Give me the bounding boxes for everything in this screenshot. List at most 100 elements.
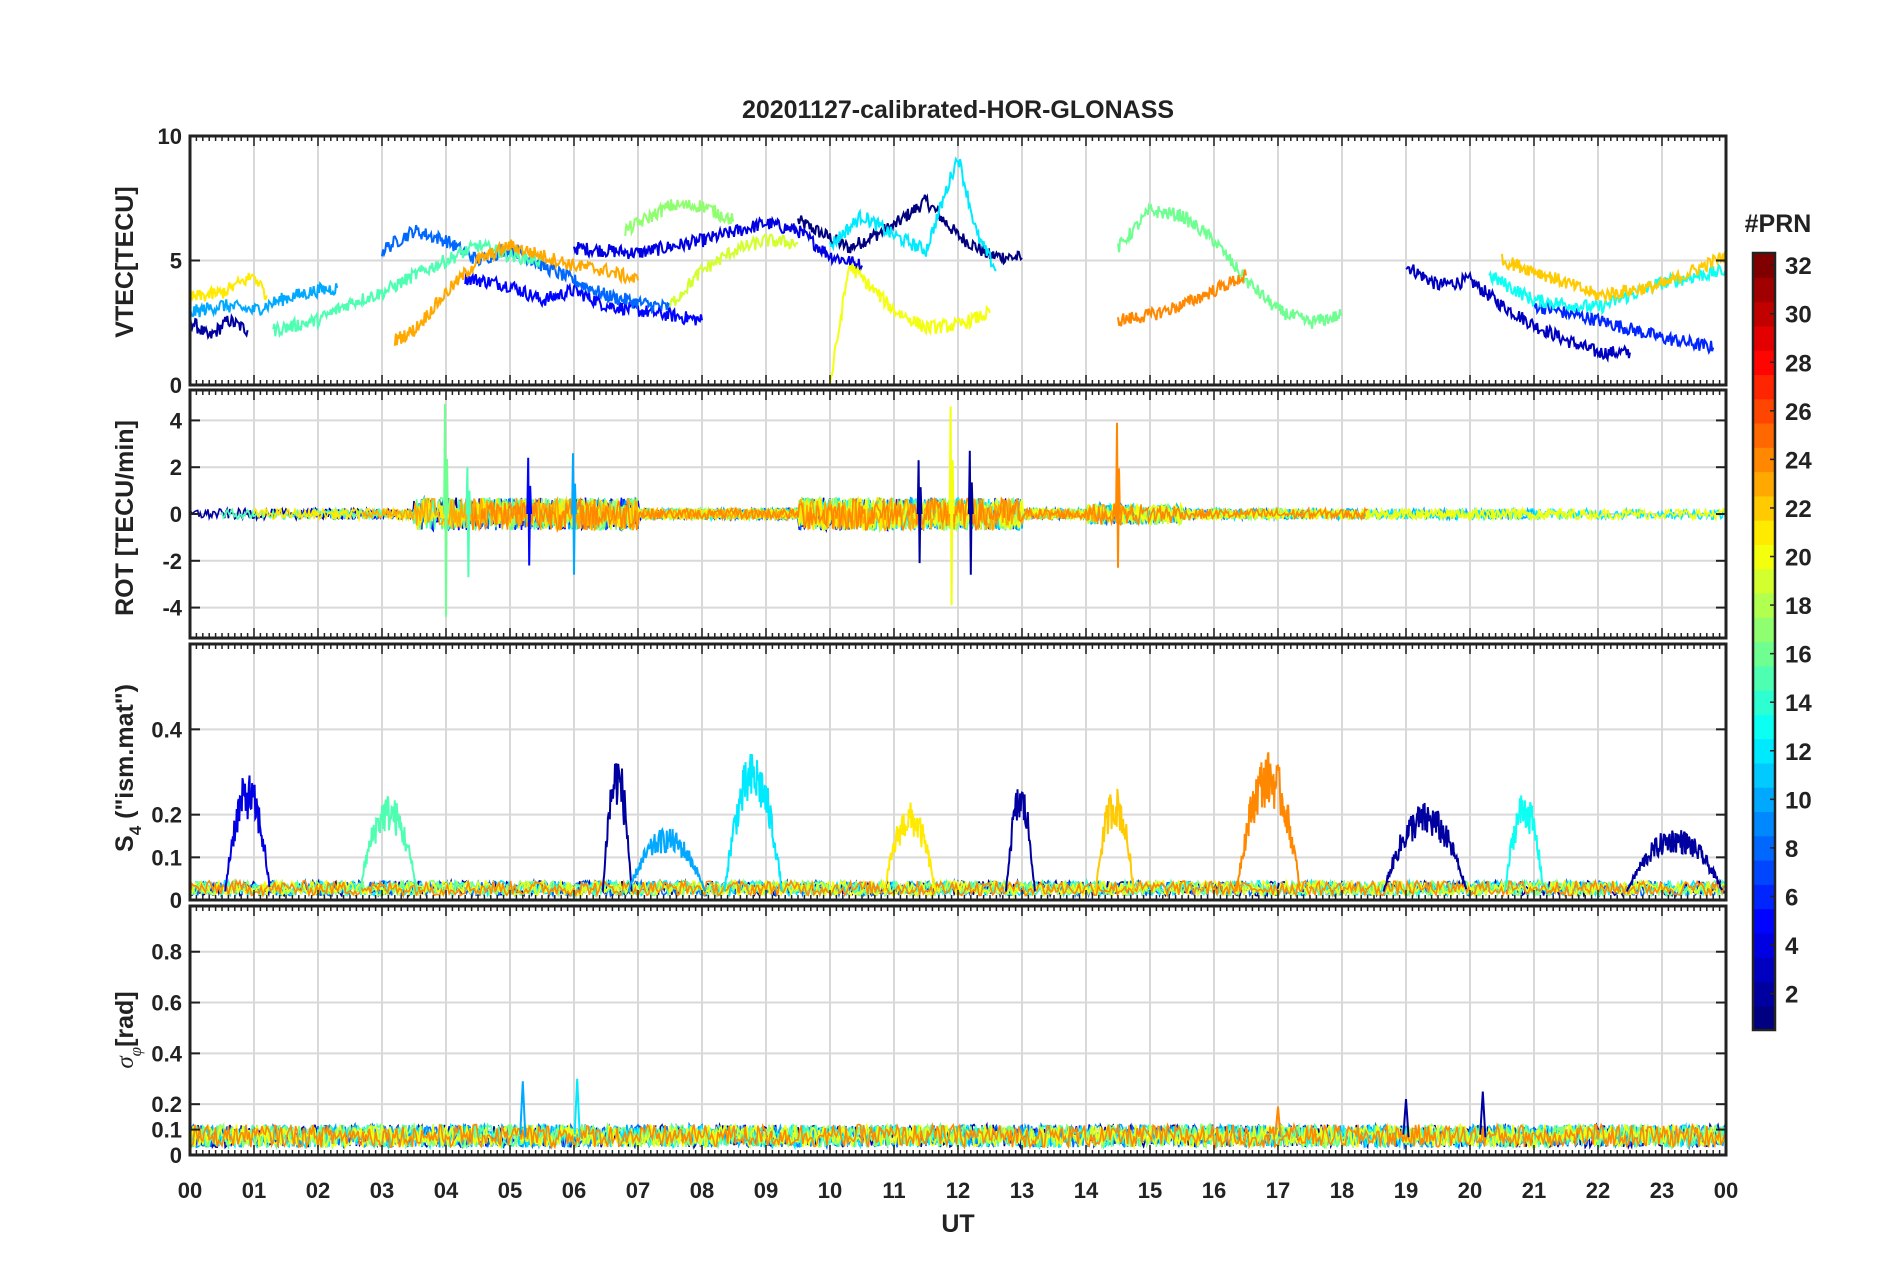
sigma-y-tick-label: 0.6 (151, 991, 182, 1016)
colorbar-swatch-prn-20 (1753, 544, 1775, 570)
rot-y-tick-label: 2 (170, 455, 182, 480)
vtec-series-prn-4 (573, 215, 863, 271)
s4-y-label-text: ("ism.mat") (111, 684, 139, 826)
colorbar-swatch-prn-9 (1753, 811, 1775, 837)
x-tick-label: 22 (1586, 1178, 1610, 1203)
s4-y-tick-label: 0 (170, 888, 182, 913)
vtec-series-prn-13 (1488, 262, 1726, 316)
s4-baseline-prn-24 (190, 878, 1725, 899)
vtec-series-group (190, 156, 1726, 385)
rot-spike-prn-20 (948, 406, 955, 606)
colorbar-swatch-prn-12 (1753, 738, 1775, 764)
colorbar-swatch-prn-6 (1753, 884, 1775, 910)
rot-spike-prn-2 (967, 450, 974, 575)
colorbar-frame (1751, 251, 1777, 1032)
vtec-series-prn-23 (393, 239, 639, 346)
vtec-series-prn-24 (1117, 269, 1247, 327)
vtec-series-prn-2 (190, 313, 249, 340)
vtec-panel: 0 5 10 (158, 124, 1728, 398)
colorbar-tick-label: 32 (1785, 253, 1812, 280)
s4-y-label-subscript: 4 (126, 825, 145, 835)
s4-event-prn-15 (358, 796, 419, 892)
colorbar-tick-label: 10 (1785, 787, 1812, 814)
rot-y-label: ROT [TECU/min] (111, 420, 139, 616)
vtec-series-prn-6 (1533, 300, 1715, 355)
s4-panel: 0 0.1 0.2 0.4 (151, 642, 1728, 913)
s4-y-tick-label: 0.1 (151, 845, 182, 870)
s4-event-prn-2 (601, 763, 633, 892)
rot-spike-prn-16 (443, 403, 449, 617)
s4-event-prn-21 (883, 802, 937, 892)
colorbar-tick-label: 24 (1785, 447, 1812, 474)
colorbar-swatch-prn-22 (1753, 495, 1775, 521)
rot-spike-prn-24 (1115, 422, 1121, 568)
rot-panel: -4 -2 0 2 4 (162, 388, 1728, 640)
colorbar-tick-label: 8 (1785, 836, 1798, 863)
x-tick-label: 00 (178, 1178, 202, 1203)
vtec-series-prn-19 (669, 233, 799, 307)
colorbar-swatch-prn-10 (1753, 787, 1775, 813)
s4-series-group (190, 752, 1725, 899)
x-tick-label: 00 (1714, 1178, 1738, 1203)
x-tick-label: 18 (1330, 1178, 1354, 1203)
vtec-series-prn-16 (1117, 202, 1343, 329)
x-tick-label: 13 (1010, 1178, 1034, 1203)
colorbar-tick-label: 14 (1785, 690, 1812, 717)
sigma-y-label-symbol: σ (112, 1055, 139, 1069)
colorbar-tick-label: 12 (1785, 739, 1812, 766)
vtec-series-prn-21 (190, 272, 268, 302)
sigma-y-tick-label: 0.8 (151, 940, 182, 965)
colorbar-swatch-prn-27 (1753, 374, 1775, 400)
colorbar-swatch-prn-23 (1753, 471, 1775, 497)
sigma-y-label-subscript: φ (126, 1047, 145, 1056)
colorbar-tick-label: 28 (1785, 350, 1812, 377)
colorbar-swatch-prn-11 (1753, 762, 1775, 788)
s4-y-label-symbol: S (111, 835, 139, 852)
sigma-peak-prn-24 (1274, 1106, 1282, 1138)
s4-frame (188, 642, 1728, 902)
rot-frame (188, 388, 1728, 640)
sigma-y-tick-label: 0 (170, 1143, 182, 1168)
s4-y-tick-label: 0.2 (151, 803, 182, 828)
sigma-baseline-prn-20 (190, 1122, 1726, 1150)
s4-event-prn-22 (1094, 788, 1135, 892)
rot-spike-prn-5 (526, 457, 533, 566)
vtec-y-tick-label: 0 (170, 373, 182, 398)
vtec-series-prn-5 (464, 271, 703, 326)
x-tick-label: 01 (242, 1178, 266, 1203)
colorbar-swatch-prn-28 (1753, 350, 1775, 376)
x-tick-label: 04 (434, 1178, 459, 1203)
colorbar-swatch-prn-1 (1753, 1005, 1775, 1031)
colorbar-swatch-prn-13 (1753, 714, 1775, 740)
vtec-y-tick-label: 10 (158, 124, 182, 149)
colorbar-tick-label: 16 (1785, 642, 1812, 669)
colorbar-swatch-prn-4 (1753, 932, 1775, 958)
s4-y-label: S4 ("ism.mat") (111, 684, 145, 852)
rot-y-tick-label: 4 (170, 408, 183, 433)
x-tick-label: 07 (626, 1178, 650, 1203)
s4-event-prn-10 (627, 826, 707, 892)
x-tick-label: 05 (498, 1178, 522, 1203)
colorbar-swatch-prn-8 (1753, 835, 1775, 861)
rot-y-tick-label: -4 (162, 596, 182, 621)
vtec-series-prn-17 (624, 198, 734, 237)
s4-event-prn-13 (1504, 795, 1544, 892)
colorbar-swatch-prn-2 (1753, 981, 1775, 1007)
sigma-y-label-text: [rad] (111, 991, 139, 1047)
colorbar-swatch-prn-29 (1753, 325, 1775, 351)
rot-y-tick-label: 0 (170, 502, 182, 527)
colorbar-swatch-prn-15 (1753, 665, 1775, 691)
colorbar-swatch-prn-31 (1753, 277, 1775, 303)
x-tick-label: 06 (562, 1178, 586, 1203)
colorbar-swatch-prn-24 (1753, 447, 1775, 473)
vtec-y-tick-label: 5 (170, 249, 182, 274)
sigma-peak-prn-12 (573, 1078, 581, 1138)
colorbar-tick-label: 2 (1785, 982, 1798, 1009)
colorbar-swatch-prn-26 (1753, 398, 1775, 424)
s4-event-prn-24 (1235, 752, 1301, 892)
colorbar-tick-label: 20 (1785, 545, 1812, 572)
x-tick-label: 14 (1074, 1178, 1099, 1203)
x-axis-label: UT (941, 1210, 974, 1238)
x-tick-label: 11 (882, 1178, 905, 1203)
s4-event-prn-2 (1625, 830, 1724, 892)
